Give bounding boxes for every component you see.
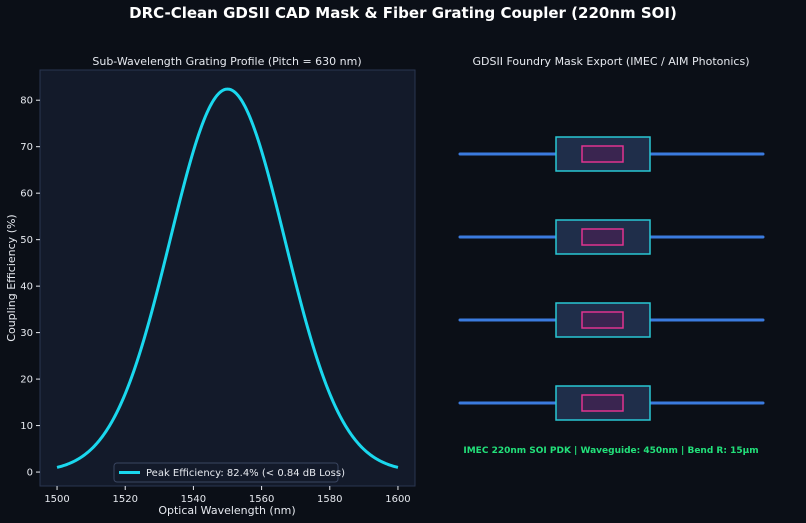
- taper-region-box: [581, 394, 624, 412]
- y-tick-label: 10: [20, 421, 33, 432]
- y-tick-label: 30: [20, 328, 33, 339]
- y-axis: 0 10 20 30 40 50 60 70 80: [20, 96, 40, 479]
- x-tick-label: 1520: [113, 494, 138, 505]
- y-tick-label: 0: [27, 468, 33, 479]
- y-tick-label: 60: [20, 189, 33, 200]
- x-tick-label: 1500: [44, 494, 69, 505]
- figure-title: DRC-Clean GDSII CAD Mask & Fiber Grating…: [129, 4, 677, 22]
- legend: Peak Efficiency: 82.4% (< 0.84 dB Loss): [113, 462, 345, 483]
- y-tick-label: 20: [20, 375, 33, 386]
- taper-region-box: [581, 145, 624, 163]
- taper-region-box: [581, 228, 624, 246]
- x-axis: 1500 1520 1540 1560 1580 1600: [44, 486, 411, 505]
- legend-box: [113, 462, 339, 483]
- y-tick-label: 40: [20, 282, 33, 293]
- mask-panel-title: GDSII Foundry Mask Export (IMEC / AIM Ph…: [472, 55, 749, 68]
- y-tick-label: 80: [20, 96, 33, 107]
- y-tick-label: 50: [20, 235, 33, 246]
- x-tick-label: 1580: [317, 494, 342, 505]
- x-axis-label: Optical Wavelength (nm): [158, 504, 295, 517]
- chart-title: Sub-Wavelength Grating Profile (Pitch = …: [92, 55, 361, 68]
- pdk-footer-label: IMEC 220nm SOI PDK | Waveguide: 450nm | …: [463, 446, 758, 456]
- coupling-efficiency-chart: Sub-Wavelength Grating Profile (Pitch = …: [5, 55, 416, 517]
- gdsii-mask-panel: GDSII Foundry Mask Export (IMEC / AIM Ph…: [458, 55, 765, 456]
- x-tick-label: 1600: [385, 494, 410, 505]
- x-tick-label: 1560: [249, 494, 274, 505]
- efficiency-curve-line: [56, 87, 399, 469]
- x-tick-label: 1540: [181, 494, 206, 505]
- taper-region-box: [581, 311, 624, 329]
- waveguide-group: [458, 136, 765, 421]
- y-axis-label: Coupling Efficiency (%): [5, 214, 18, 341]
- legend-label: Peak Efficiency: 82.4% (< 0.84 dB Loss): [146, 468, 345, 479]
- plot-area: [39, 69, 416, 487]
- y-tick-label: 70: [20, 142, 33, 153]
